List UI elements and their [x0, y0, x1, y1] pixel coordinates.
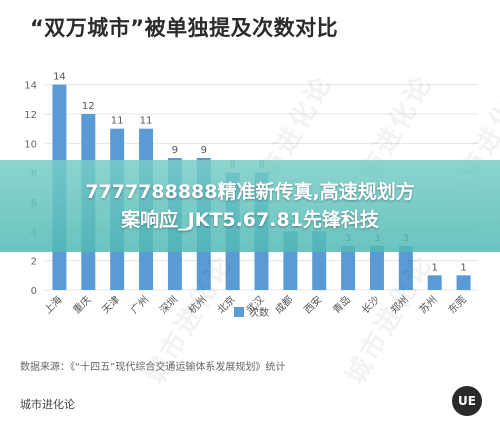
overlay-text-line1: 7777788888精准新传真,高速规划方 — [85, 181, 415, 203]
overlay-text-line2: 案响应_JKT5.67.81先锋科技 — [121, 209, 379, 231]
x-tick-label: 天津 — [100, 294, 123, 317]
y-tick-label: 14 — [24, 81, 37, 92]
overlay-text: 7777788888精准新传真,高速规划方 案响应_JKT5.67.81先锋科技 — [0, 178, 500, 234]
x-tick-label: 西安 — [301, 293, 324, 316]
data-label: 1 — [432, 262, 438, 273]
bar — [341, 246, 356, 290]
data-label: 11 — [140, 116, 153, 127]
x-tick-label: 重庆 — [70, 293, 93, 316]
x-tick-label: 东莞 — [445, 293, 468, 316]
x-tick-label: 上海 — [41, 293, 64, 316]
data-label: 14 — [53, 72, 66, 83]
bar — [398, 246, 413, 290]
legend-label: 次数 — [249, 306, 269, 319]
y-tick-label: 0 — [31, 286, 37, 297]
brand-logo-icon: UE — [452, 386, 482, 416]
data-source-note: 数据来源：《“十四五”现代综合交通运输体系发展规划》统计 — [20, 362, 286, 373]
data-label: 12 — [82, 101, 95, 112]
data-label: 9 — [201, 145, 207, 156]
overlay-banner — [0, 160, 500, 252]
data-label: 1 — [460, 262, 466, 273]
data-label: 11 — [111, 116, 124, 127]
x-tick-label: 青岛 — [330, 293, 353, 316]
bar — [369, 246, 384, 290]
data-label: 9 — [172, 145, 178, 156]
y-tick-label: 2 — [31, 257, 37, 268]
bar — [427, 275, 442, 290]
chart-title: “双万城市”被单独提及次数对比 — [30, 16, 339, 40]
x-tick-label: 成都 — [273, 294, 296, 317]
y-tick-label: 10 — [24, 139, 37, 150]
y-tick-label: 12 — [24, 110, 37, 121]
x-tick-label: 广州 — [129, 294, 152, 317]
bar — [456, 275, 471, 290]
legend-swatch — [234, 307, 244, 317]
brand-name: 城市进化论 — [20, 398, 75, 411]
